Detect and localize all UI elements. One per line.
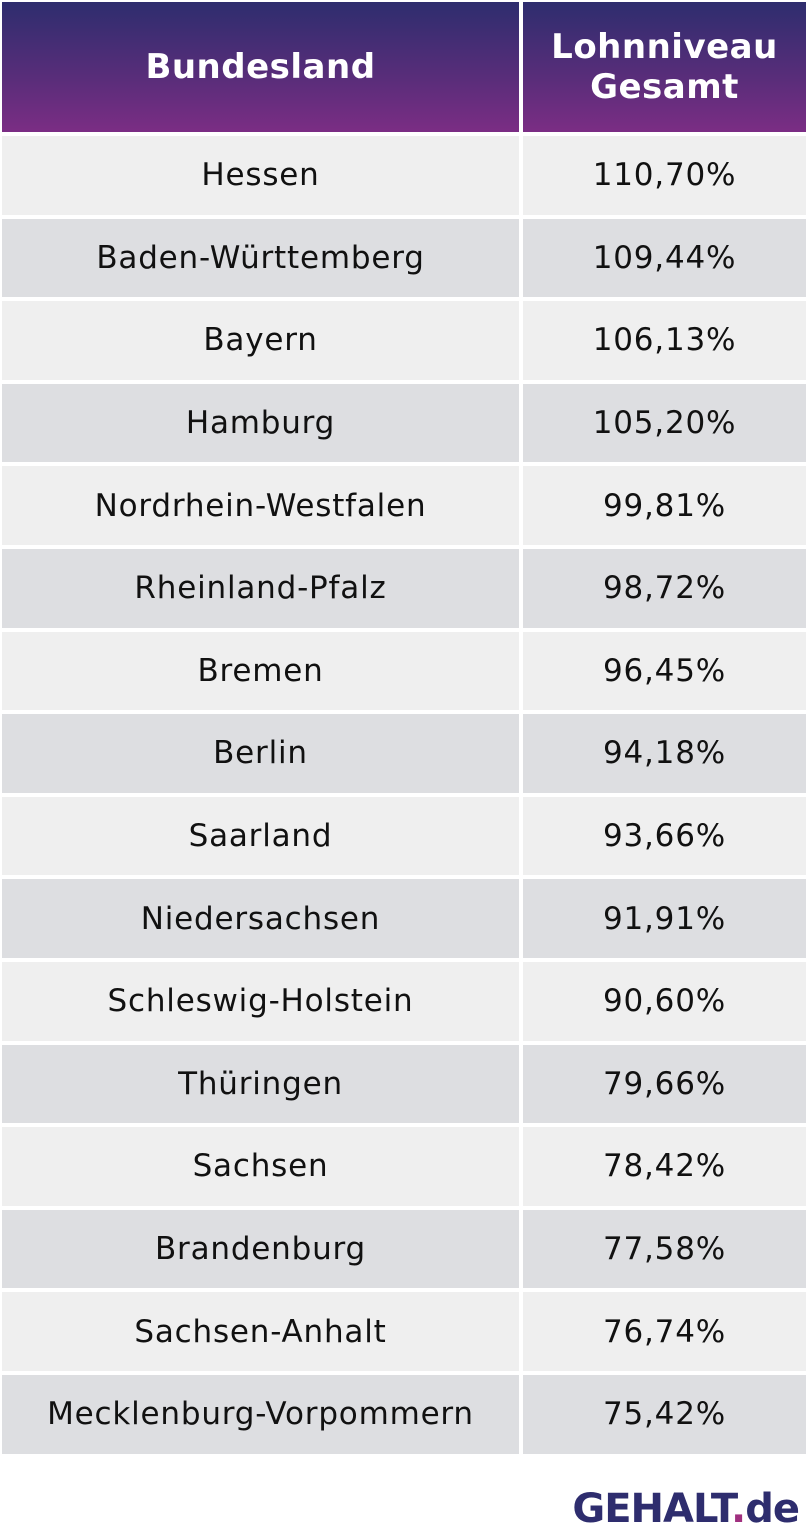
cell-lohnniveau: 93,66% — [523, 796, 806, 876]
logo-dot: . — [731, 1486, 746, 1532]
cell-lohnniveau: 75,42% — [523, 1374, 806, 1454]
table-header: Bundesland Lohnniveau Gesamt — [2, 2, 806, 132]
table-row: Hamburg 105,20% — [2, 383, 806, 463]
cell-bundesland: Nordrhein-Westfalen — [2, 466, 519, 545]
cell-lohnniveau: 98,72% — [523, 548, 806, 628]
table-row: Mecklenburg-Vorpommern 75,42% — [2, 1374, 806, 1454]
table-row: Baden-Württemberg 109,44% — [2, 218, 806, 298]
gehalt-logo: GEHALT.de — [572, 1486, 800, 1532]
cell-lohnniveau: 110,70% — [523, 136, 806, 215]
salary-table: Bundesland Lohnniveau Gesamt Hessen 110,7… — [2, 2, 806, 1458]
cell-bundesland: Bayern — [2, 301, 519, 380]
table-row: Sachsen 78,42% — [2, 1127, 806, 1206]
cell-bundesland: Hessen — [2, 136, 519, 215]
table-row: Berlin 94,18% — [2, 714, 806, 793]
cell-bundesland: Saarland — [2, 796, 519, 876]
logo-tld: de — [745, 1486, 800, 1532]
cell-bundesland: Niedersachsen — [2, 879, 519, 958]
cell-bundesland: Brandenburg — [2, 1209, 519, 1289]
cell-lohnniveau: 79,66% — [523, 1044, 806, 1124]
cell-bundesland: Rheinland-Pfalz — [2, 548, 519, 628]
cell-bundesland: Baden-Württemberg — [2, 218, 519, 298]
cell-lohnniveau: 109,44% — [523, 218, 806, 298]
header-bundesland: Bundesland — [2, 2, 519, 132]
logo-brand: GEHALT — [572, 1486, 732, 1532]
cell-bundesland: Thüringen — [2, 1044, 519, 1124]
table-row: Hessen 110,70% — [2, 136, 806, 215]
table-row: Bremen 96,45% — [2, 631, 806, 711]
cell-lohnniveau: 76,74% — [523, 1292, 806, 1371]
cell-bundesland: Schleswig-Holstein — [2, 961, 519, 1041]
cell-bundesland: Sachsen-Anhalt — [2, 1292, 519, 1371]
cell-lohnniveau: 77,58% — [523, 1209, 806, 1289]
cell-lohnniveau: 106,13% — [523, 301, 806, 380]
table-row: Thüringen 79,66% — [2, 1044, 806, 1124]
table-row: Schleswig-Holstein 90,60% — [2, 961, 806, 1041]
cell-lohnniveau: 99,81% — [523, 466, 806, 545]
header-lohnniveau: Lohnniveau Gesamt — [523, 2, 806, 132]
table-row: Brandenburg 77,58% — [2, 1209, 806, 1289]
table-row: Nordrhein-Westfalen 99,81% — [2, 466, 806, 545]
cell-bundesland: Berlin — [2, 714, 519, 793]
table-row: Saarland 93,66% — [2, 796, 806, 876]
table-row: Niedersachsen 91,91% — [2, 879, 806, 958]
cell-lohnniveau: 96,45% — [523, 631, 806, 711]
cell-lohnniveau: 91,91% — [523, 879, 806, 958]
cell-lohnniveau: 105,20% — [523, 383, 806, 463]
table-row: Sachsen-Anhalt 76,74% — [2, 1292, 806, 1371]
cell-bundesland: Hamburg — [2, 383, 519, 463]
cell-bundesland: Mecklenburg-Vorpommern — [2, 1374, 519, 1454]
header-lohnniveau-line1: Lohnniveau — [551, 27, 778, 67]
cell-bundesland: Sachsen — [2, 1127, 519, 1206]
table-body: Hessen 110,70% Baden-Württemberg 109,44% Bay… — [2, 136, 806, 1454]
cell-lohnniveau: 90,60% — [523, 961, 806, 1041]
header-lohnniveau-line2: Gesamt — [590, 67, 739, 107]
cell-lohnniveau: 94,18% — [523, 714, 806, 793]
cell-bundesland: Bremen — [2, 631, 519, 711]
cell-lohnniveau: 78,42% — [523, 1127, 806, 1206]
table-row: Bayern 106,13% — [2, 301, 806, 380]
table-row: Rheinland-Pfalz 98,72% — [2, 548, 806, 628]
